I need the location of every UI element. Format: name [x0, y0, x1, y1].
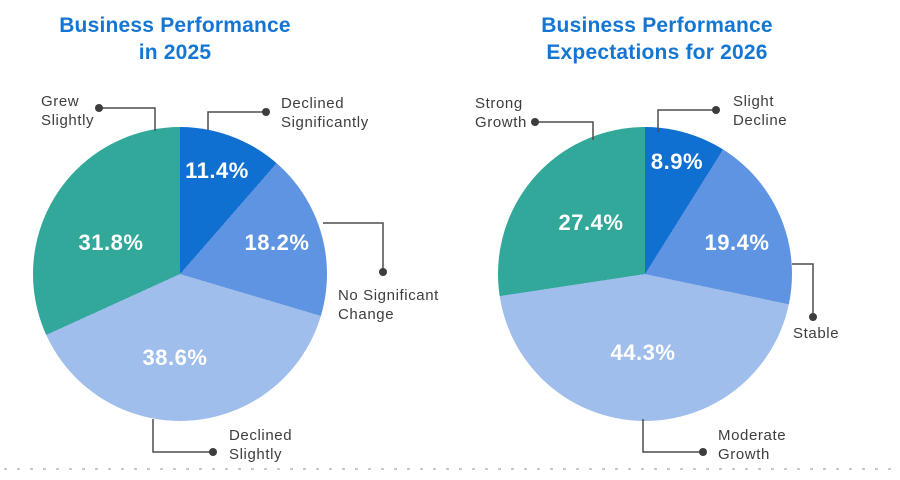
callout-label-no-significant-change: No Significant Change	[338, 286, 439, 324]
callout-label-slight-decline: Slight Decline	[733, 92, 787, 130]
callout-text-line: Slight	[733, 93, 775, 110]
callout-text-line: Growth	[475, 114, 527, 131]
leader-dot-strong-growth	[531, 118, 539, 126]
callout-text-line: Declined	[281, 95, 345, 112]
callout-text-line: Moderate	[718, 427, 787, 444]
pie-chart-2025	[33, 127, 327, 421]
leader-line-declined-significantly	[207, 111, 266, 130]
leader-dot-no-significant-change	[379, 268, 387, 276]
chart-title-2026: Business Performance Expectations for 20…	[541, 14, 773, 64]
callout-text-line: Strong	[475, 95, 523, 112]
slice-value-slight-decline: 8.9%	[650, 149, 704, 174]
callout-label-grew-slightly: Grew Slightly	[41, 92, 94, 130]
bottom-dotted-divider	[4, 468, 896, 470]
callout-text-line: Stable	[793, 325, 840, 342]
callout-text-line: Significantly	[281, 114, 369, 131]
leader-line-moderate-growth	[642, 419, 703, 453]
slice-value-stable: 19.4%	[704, 230, 770, 255]
callout-text-line: Declined	[229, 427, 293, 444]
callout-text-line: Slightly	[229, 446, 283, 463]
slice-value-declined-significantly: 11.4%	[185, 158, 249, 183]
leader-line-no-significant-change	[323, 222, 384, 272]
chart-panel-2025: Business Performance in 2025 11.4% 18.2%…	[33, 14, 439, 464]
callout-label-moderate-growth: Moderate Growth	[718, 426, 786, 464]
leader-dot-moderate-growth	[699, 448, 707, 456]
callout-text-line: Grew	[41, 93, 80, 110]
chart-title-2025: Business Performance in 2025	[59, 14, 291, 64]
callout-text-line: Change	[338, 306, 395, 323]
leader-line-grew-slightly	[99, 107, 156, 131]
leader-line-stable	[792, 263, 814, 317]
pie-chart-2026	[498, 127, 792, 421]
leader-line-strong-growth	[535, 121, 594, 140]
slice-value-declined-slightly: 38.6%	[142, 345, 208, 370]
callout-text-line: No Significant	[338, 287, 439, 304]
callout-label-strong-growth: Strong Growth	[475, 94, 527, 132]
leader-dot-declined-slightly	[209, 448, 217, 456]
callout-text-line: Decline	[733, 112, 788, 129]
leader-dot-stable	[809, 313, 817, 321]
callout-text-line: Growth	[718, 446, 770, 463]
leader-dot-slight-decline	[712, 106, 720, 114]
chart-panel-2026: Business Performance Expectations for 20…	[450, 0, 900, 480]
callout-text-line: Slightly	[41, 112, 95, 129]
slice-value-moderate-growth: 44.3%	[610, 340, 676, 365]
slice-value-grew-slightly: 31.8%	[78, 230, 144, 255]
leader-line-declined-slightly	[152, 419, 213, 453]
slice-value-strong-growth: 27.4%	[558, 210, 624, 235]
slice-value-no-significant-change: 18.2%	[244, 230, 310, 255]
callout-label-declined-significantly: Declined Significantly	[281, 94, 369, 132]
callout-label-declined-slightly: Declined Slightly	[229, 426, 292, 464]
leader-dot-grew-slightly	[95, 104, 103, 112]
callout-label-stable: Stable	[793, 324, 839, 343]
leader-dot-declined-significantly	[262, 108, 270, 116]
